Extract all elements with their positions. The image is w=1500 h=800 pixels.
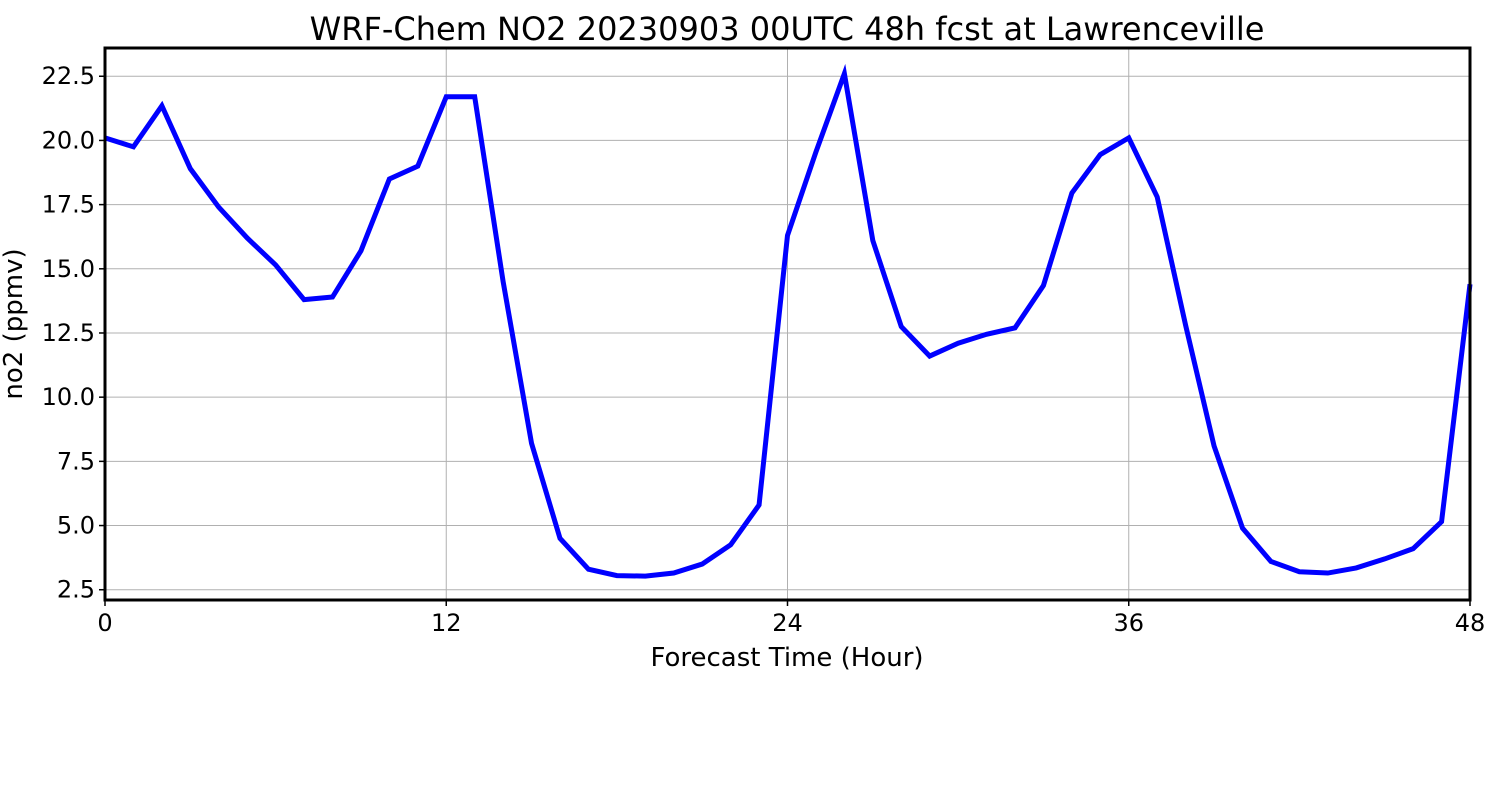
- series-line: [104, 63, 1473, 579]
- x-tick-label: 48: [1455, 609, 1486, 637]
- data-series: [104, 63, 1473, 579]
- y-tick-label: 15.0: [42, 255, 95, 283]
- x-tick-label: 24: [772, 609, 803, 637]
- x-tick-label: 0: [97, 609, 112, 637]
- x-tick-label: 36: [1113, 609, 1144, 637]
- x-tick-label: 12: [431, 609, 462, 637]
- axis-ticks: 0 12 24 36 48 2.5 5.0 7.5 10.0 12.5 15.0 17.5 20.0 22…: [42, 62, 1486, 637]
- x-axis-label: Forecast Time (Hour): [650, 643, 923, 673]
- chart-title: WRF-Chem NO2 20230903 00UTC 48h fcst at …: [310, 10, 1265, 48]
- y-tick-label: 10.0: [42, 383, 95, 411]
- y-tick-label: 5.0: [57, 512, 95, 540]
- y-tick-label: 20.0: [42, 126, 95, 154]
- y-tick-label: 2.5: [57, 576, 95, 604]
- y-tick-label: 12.5: [42, 319, 95, 347]
- y-tick-label: 17.5: [42, 191, 95, 219]
- y-axis-label: no2 (ppmv): [0, 248, 29, 399]
- y-tick-label: 22.5: [42, 62, 95, 90]
- grid-lines: [104, 48, 1471, 600]
- y-tick-label: 7.5: [57, 447, 95, 475]
